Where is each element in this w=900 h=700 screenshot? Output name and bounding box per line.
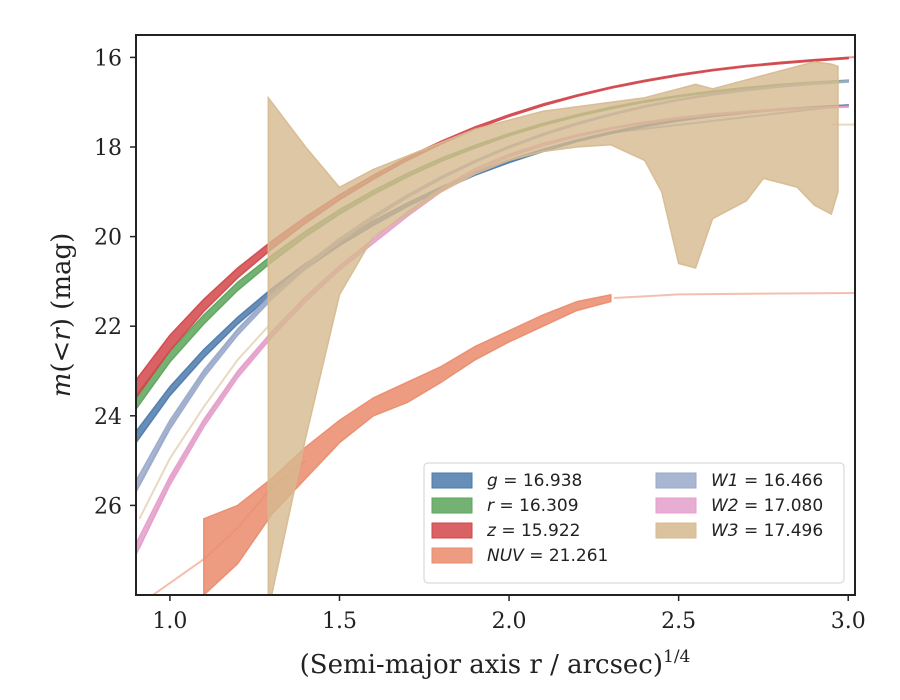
y-tick-label: 16 (94, 46, 122, 71)
legend-swatch-r (431, 497, 473, 514)
y-axis-label-m: m (47, 373, 77, 398)
y-tick-label: 22 (94, 315, 122, 340)
legend-label-g: g = 16.938 (487, 471, 582, 491)
plot-frame (135, 34, 856, 596)
legend: g = 16.938 r = 16.309 z = 15.922 NUV = 21.2… (423, 462, 845, 584)
y-axis-label-unit: ) (mag) (47, 233, 77, 329)
extrapolation-nuv-2 (614, 292, 855, 299)
legend-swatch-w3 (655, 522, 697, 539)
band-w3 (267, 61, 839, 595)
legend-swatch-w1 (655, 472, 697, 489)
x-axis-label-exponent: 1/4 (663, 647, 690, 667)
legend-label-r: r = 16.309 (487, 496, 579, 516)
y-axis-label: m(<r) (mag) (47, 233, 77, 398)
x-axis-label: (Semi-major axis r / arcsec)1/4 (300, 647, 691, 680)
y-tick-label: 20 (94, 226, 122, 251)
tick-layer: 1.0 1.5 2.0 2.5 3.0 16 18 20 22 24 26 (94, 46, 866, 634)
legend-swatch-nuv (431, 547, 473, 564)
legend-label-w2: W2 = 17.080 (711, 496, 823, 516)
legend-label-nuv: NUV = 21.261 (487, 546, 608, 566)
x-tick-label: 2.0 (492, 609, 527, 634)
extrapolation-w1-4 (138, 296, 273, 486)
y-tick-label: 18 (94, 136, 122, 161)
series-layer (136, 56, 855, 595)
x-tick-label: 1.5 (322, 609, 357, 634)
legend-swatch-g (431, 472, 473, 489)
extrapolation-w3-6 (138, 325, 270, 520)
legend-swatch-w2 (655, 497, 697, 514)
legend-box (423, 462, 845, 584)
legend-swatch-z (431, 522, 473, 539)
y-axis-label-lt: (< (47, 341, 77, 373)
x-tick-label: 2.5 (661, 609, 696, 634)
y-tick-label: 26 (94, 494, 122, 519)
x-tick-label: 1.0 (152, 609, 187, 634)
x-tick-label: 3.0 (831, 609, 866, 634)
legend-label-w1: W1 = 16.466 (711, 471, 823, 491)
legend-label-z: z = 15.922 (486, 521, 580, 541)
x-axis-label-text: (Semi-major axis r / arcsec) (300, 650, 663, 680)
y-tick-label: 24 (94, 405, 122, 430)
legend-label-w3: W3 = 17.496 (711, 521, 823, 541)
y-axis-label-r: r (47, 327, 77, 341)
band-nuv (203, 293, 612, 595)
